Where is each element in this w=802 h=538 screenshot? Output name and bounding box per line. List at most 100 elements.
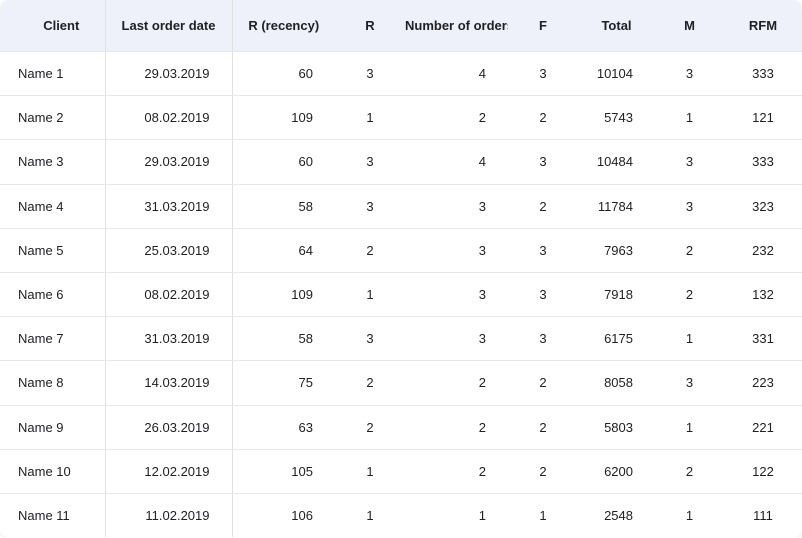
cell-rfm: 232 bbox=[724, 228, 802, 273]
cell-last-order-date: 11.02.2019 bbox=[105, 493, 233, 538]
cell-m-score: 2 bbox=[655, 228, 724, 273]
cell-f-score: 2 bbox=[508, 405, 578, 450]
cell-client: Name 10 bbox=[0, 449, 106, 494]
table-row: Name 6 08.02.2019 109 1 3 3 7918 2 132 bbox=[0, 272, 802, 318]
table-row: Name 7 31.03.2019 58 3 3 3 6175 1 331 bbox=[0, 316, 802, 362]
cell-last-order-date: 25.03.2019 bbox=[105, 228, 233, 273]
cell-rfm: 221 bbox=[724, 405, 802, 450]
cell-client: Name 4 bbox=[0, 184, 106, 229]
cell-recency: 105 bbox=[232, 449, 335, 494]
cell-r-score: 2 bbox=[335, 360, 405, 406]
cell-recency: 58 bbox=[232, 184, 335, 229]
cell-recency: 109 bbox=[232, 272, 335, 318]
column-header-last-order-date: Last order date bbox=[105, 0, 233, 52]
cell-recency: 106 bbox=[232, 493, 335, 538]
cell-orders: 3 bbox=[405, 184, 508, 229]
cell-rfm: 122 bbox=[724, 449, 802, 494]
cell-orders: 1 bbox=[405, 493, 508, 538]
cell-last-order-date: 31.03.2019 bbox=[105, 184, 233, 229]
cell-total: 7963 bbox=[578, 228, 655, 273]
cell-orders: 2 bbox=[405, 449, 508, 494]
cell-m-score: 1 bbox=[655, 493, 724, 538]
column-header-rfm: RFM bbox=[724, 0, 802, 52]
cell-m-score: 3 bbox=[655, 51, 724, 97]
cell-rfm: 111 bbox=[724, 493, 802, 538]
cell-last-order-date: 31.03.2019 bbox=[105, 316, 233, 362]
cell-recency: 64 bbox=[232, 228, 335, 273]
cell-r-score: 1 bbox=[335, 493, 405, 538]
cell-f-score: 3 bbox=[508, 139, 578, 185]
cell-client: Name 3 bbox=[0, 139, 106, 185]
cell-m-score: 1 bbox=[655, 405, 724, 450]
table-row: Name 4 31.03.2019 58 3 3 2 11784 3 323 bbox=[0, 184, 802, 229]
table-row: Name 10 12.02.2019 105 1 2 2 6200 2 122 bbox=[0, 449, 802, 494]
cell-last-order-date: 26.03.2019 bbox=[105, 405, 233, 450]
cell-r-score: 3 bbox=[335, 316, 405, 362]
cell-client: Name 2 bbox=[0, 95, 106, 141]
cell-rfm: 331 bbox=[724, 316, 802, 362]
cell-orders: 2 bbox=[405, 405, 508, 450]
cell-f-score: 3 bbox=[508, 51, 578, 97]
table-row: Name 1 29.03.2019 60 3 4 3 10104 3 333 bbox=[0, 51, 802, 97]
cell-rfm: 132 bbox=[724, 272, 802, 318]
cell-f-score: 2 bbox=[508, 184, 578, 229]
cell-last-order-date: 08.02.2019 bbox=[105, 272, 233, 318]
cell-last-order-date: 29.03.2019 bbox=[105, 51, 233, 97]
cell-rfm: 223 bbox=[724, 360, 802, 406]
cell-total: 11784 bbox=[578, 184, 655, 229]
cell-orders: 2 bbox=[405, 95, 508, 141]
cell-orders: 4 bbox=[405, 51, 508, 97]
cell-recency: 75 bbox=[232, 360, 335, 406]
cell-r-score: 1 bbox=[335, 95, 405, 141]
cell-recency: 109 bbox=[232, 95, 335, 141]
column-header-recency: R (recency) bbox=[232, 0, 335, 52]
cell-last-order-date: 12.02.2019 bbox=[105, 449, 233, 494]
table-row: Name 3 29.03.2019 60 3 4 3 10484 3 333 bbox=[0, 139, 802, 185]
cell-recency: 63 bbox=[232, 405, 335, 450]
cell-rfm: 323 bbox=[724, 184, 802, 229]
cell-f-score: 1 bbox=[508, 493, 578, 538]
cell-r-score: 2 bbox=[335, 228, 405, 273]
cell-m-score: 1 bbox=[655, 316, 724, 362]
cell-f-score: 2 bbox=[508, 449, 578, 494]
cell-m-score: 3 bbox=[655, 184, 724, 229]
cell-recency: 60 bbox=[232, 139, 335, 185]
cell-client: Name 7 bbox=[0, 316, 106, 362]
cell-orders: 2 bbox=[405, 360, 508, 406]
cell-total: 6200 bbox=[578, 449, 655, 494]
cell-total: 6175 bbox=[578, 316, 655, 362]
cell-r-score: 1 bbox=[335, 272, 405, 318]
cell-rfm: 333 bbox=[724, 139, 802, 185]
cell-m-score: 3 bbox=[655, 360, 724, 406]
cell-m-score: 2 bbox=[655, 272, 724, 318]
cell-f-score: 3 bbox=[508, 228, 578, 273]
cell-f-score: 2 bbox=[508, 95, 578, 141]
cell-total: 5803 bbox=[578, 405, 655, 450]
column-header-total: Total bbox=[578, 0, 655, 52]
cell-total: 10484 bbox=[578, 139, 655, 185]
cell-client: Name 9 bbox=[0, 405, 106, 450]
cell-client: Name 8 bbox=[0, 360, 106, 406]
cell-last-order-date: 14.03.2019 bbox=[105, 360, 233, 406]
column-header-number-of-orders: Number of orders bbox=[405, 0, 508, 52]
cell-last-order-date: 29.03.2019 bbox=[105, 139, 233, 185]
cell-r-score: 3 bbox=[335, 139, 405, 185]
table-row: Name 2 08.02.2019 109 1 2 2 5743 1 121 bbox=[0, 95, 802, 141]
cell-client: Name 1 bbox=[0, 51, 106, 97]
cell-orders: 3 bbox=[405, 228, 508, 273]
table-row: Name 8 14.03.2019 75 2 2 2 8058 3 223 bbox=[0, 360, 802, 406]
cell-total: 5743 bbox=[578, 95, 655, 141]
cell-total: 10104 bbox=[578, 51, 655, 97]
cell-m-score: 1 bbox=[655, 95, 724, 141]
cell-m-score: 2 bbox=[655, 449, 724, 494]
cell-client: Name 5 bbox=[0, 228, 106, 273]
cell-f-score: 2 bbox=[508, 360, 578, 406]
cell-recency: 58 bbox=[232, 316, 335, 362]
column-header-r-score: R bbox=[335, 0, 405, 52]
cell-total: 7918 bbox=[578, 272, 655, 318]
cell-m-score: 3 bbox=[655, 139, 724, 185]
cell-rfm: 333 bbox=[724, 51, 802, 97]
table-row: Name 11 11.02.2019 106 1 1 1 2548 1 111 bbox=[0, 493, 802, 538]
